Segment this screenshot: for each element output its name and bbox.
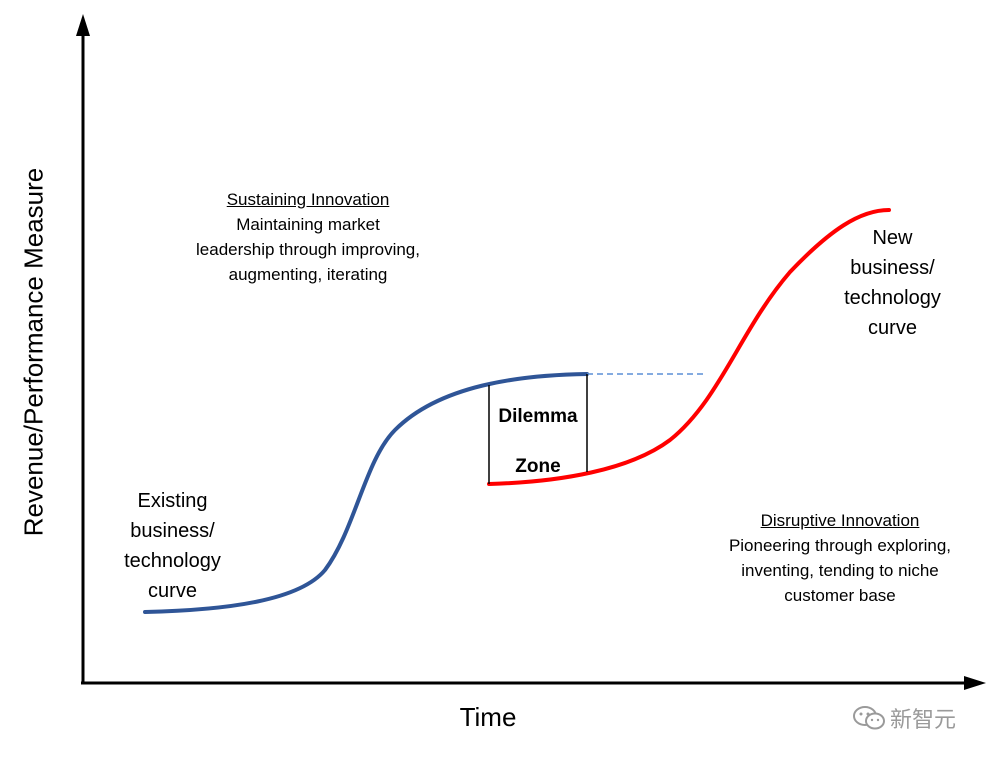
existing-label-line: Existing	[137, 490, 208, 512]
sustaining-innovation-text: Sustaining Innovation Maintaining market…	[158, 187, 458, 287]
new-label-line: technology	[844, 287, 941, 309]
existing-label-line: business/	[130, 520, 215, 542]
watermark-text: 新智元	[890, 707, 957, 732]
watermark: 新智元	[852, 702, 956, 737]
y-axis-label-text: Revenue/Performance Measure	[18, 167, 49, 537]
sustaining-line: augmenting, iterating	[228, 265, 388, 284]
x-axis-arrowhead	[964, 676, 986, 690]
new-label-line: New	[872, 227, 913, 249]
new-business-curve	[487, 208, 891, 486]
dilemma-zone-label: Dilemma Zone	[489, 392, 587, 492]
sustaining-line: Maintaining market	[236, 215, 380, 234]
sustaining-innovation-title: Sustaining Innovation	[226, 190, 390, 209]
x-axis-label: Time	[459, 702, 517, 732]
dilemma-label-line: Zone	[515, 456, 561, 477]
disruptive-innovation-text: Disruptive Innovation Pioneering through…	[690, 508, 990, 608]
new-curve-label: New business/ technology curve	[820, 223, 965, 343]
disruptive-line: Pioneering through exploring,	[728, 536, 952, 555]
existing-label-line: technology	[124, 550, 221, 572]
wechat-icon	[852, 705, 886, 737]
disruptive-innovation-title: Disruptive Innovation	[760, 511, 920, 530]
existing-curve-label: Existing business/ technology curve	[100, 486, 245, 606]
disruptive-line: inventing, tending to niche	[741, 561, 939, 580]
disruptive-line: customer base	[784, 586, 896, 605]
existing-business-curve	[143, 372, 589, 614]
y-axis-arrowhead	[76, 14, 90, 36]
new-label-line: business/	[850, 257, 935, 279]
dilemma-label-line: Dilemma	[498, 406, 578, 427]
existing-label-line: curve	[148, 580, 197, 602]
sustaining-line: leadership through improving,	[196, 240, 420, 259]
new-label-line: curve	[868, 317, 917, 339]
